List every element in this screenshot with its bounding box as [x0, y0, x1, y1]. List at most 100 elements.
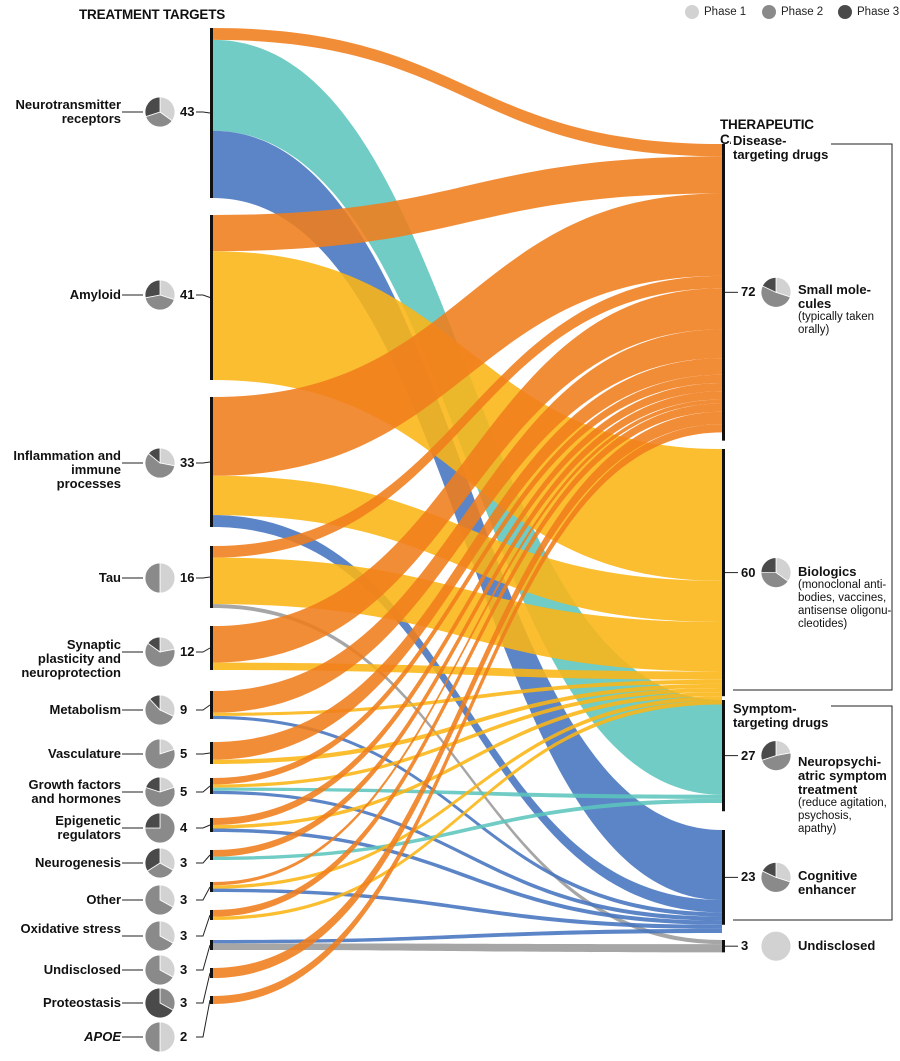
legend-item-phase-3: Phase 3 [838, 5, 899, 19]
target-count-vasculature: 5 [180, 746, 188, 761]
target-pie-inflammation-slice-3 [147, 447, 161, 464]
target-count-epigenetic: 4 [180, 820, 188, 835]
target-label-proteostasis: Proteostasis [42, 995, 121, 1010]
target-count-oxidative: 3 [180, 928, 188, 943]
target-count-amyloid: 41 [180, 287, 195, 302]
flow-vasculature-to-small [213, 358, 722, 760]
target-label-apoe: APOE [84, 1029, 121, 1044]
target-bar-amyloid [210, 215, 213, 380]
flow-neurogenesis-to-neuro [213, 798, 722, 860]
target-pie-inflammation [144, 447, 176, 479]
category-pie-small [760, 276, 792, 308]
target-bar-tau [210, 546, 213, 608]
target-pie-epigenetic-slice-2 [144, 812, 176, 844]
treatment-targets-header: TREATMENT TARGETS [79, 7, 226, 22]
flows [213, 28, 722, 1004]
target-bar-synaptic [210, 626, 213, 670]
category-bar-small [722, 144, 725, 441]
flow-amyloid-to-small [213, 156, 722, 252]
target-bar-neurotransmitter [210, 28, 213, 198]
flow-growth-to-bio [213, 687, 722, 788]
category-pie-small-slice-3 [761, 276, 777, 293]
category-label-small: Small mole-cules (typically taken orally) [798, 283, 892, 337]
category-note-bio: (monoclonal anti-bodies, vaccines, antis… [798, 579, 892, 630]
category-pie-bio-slice-2 [760, 572, 789, 588]
flow-other-to-bio [213, 696, 722, 889]
target-pie-amyloid-slice-3 [144, 279, 161, 299]
target-pie-other [144, 884, 176, 916]
category-pie-cog [760, 861, 792, 893]
target-label-neurotransmitter: Neurotransmitter receptors [15, 97, 121, 126]
target-connector-metabolism [196, 704, 211, 711]
category-count-neuro: 27 [741, 747, 756, 763]
flow-neurogenesis-to-small [213, 391, 722, 857]
flow-tau-to-small [213, 275, 722, 558]
target-pie-inflammation-slice-1 [159, 447, 176, 467]
legend-label-phase-1: Phase 1 [704, 6, 747, 18]
category-title-small: Small mole-cules [798, 282, 871, 311]
flow-epigenetic-to-bio [213, 692, 722, 829]
flow-other-to-small [213, 399, 722, 886]
category-pie-bio-slice-1 [775, 557, 792, 582]
target-count-other: 3 [180, 892, 188, 907]
target-pie-neurogenesis-slice-2 [146, 862, 174, 879]
target-connector-amyloid [196, 294, 211, 298]
target-label-growth: Growth factors and hormones [28, 777, 121, 806]
target-label-undisclosed_t: Undisclosed [43, 962, 121, 977]
target-bar-undisclosed_t [210, 940, 213, 950]
target-label-other: Other [86, 892, 121, 907]
category-pie-small-slice-2 [760, 285, 791, 308]
target-bar-proteostasis [210, 968, 213, 978]
target-bar-metabolism [210, 691, 213, 719]
category-bar-undis [722, 940, 725, 953]
category-note-small: (typically taken orally) [798, 311, 875, 336]
target-count-metabolism: 9 [180, 702, 188, 717]
target-connector-proteostasis [196, 972, 211, 1004]
target-pie-neurogenesis [144, 847, 176, 879]
category-pie-bio-slice-3 [760, 557, 777, 573]
target-pie-tau-slice-1 [159, 562, 176, 594]
target-connector-apoe [196, 999, 211, 1038]
target-pie-neurotransmitter-slice-3 [144, 96, 161, 118]
target-count-neurogenesis: 3 [180, 855, 188, 870]
target-connector-neurogenesis [196, 854, 211, 864]
target-label-inflammation: Inflammation and immune processes [13, 448, 121, 491]
target-bar-other [210, 882, 213, 892]
category-title-neuro: Neuropsychi-atric symptom treatment [798, 754, 887, 797]
legend-label-phase-2: Phase 2 [781, 6, 824, 18]
target-connector-undisclosed_t [196, 944, 211, 971]
flow-vasculature-to-bio [213, 683, 722, 764]
legend-item-phase-2: Phase 2 [762, 5, 823, 19]
category-note-neuro: (reduce agitation, psychosis, apathy) [798, 797, 887, 835]
target-bar-growth [210, 778, 213, 794]
target-bar-oxidative [210, 910, 213, 920]
target-count-apoe: 2 [180, 1029, 188, 1044]
category-label-undis: Undisclosed [798, 939, 892, 953]
flow-growth-to-cog [213, 790, 722, 921]
target-pie-proteostasis-slice-3 [144, 987, 174, 1019]
target-label-oxidative: Oxidative stress [20, 921, 121, 936]
target-pie-amyloid-slice-2 [144, 294, 175, 311]
flow-epigenetic-to-cog [213, 828, 722, 925]
target-bar-vasculature [210, 742, 213, 764]
target-connector-synaptic [196, 647, 211, 653]
category-pie-cog-slice-1 [775, 861, 792, 883]
flow-metabolism-to-small [213, 329, 722, 713]
category-count-small: 72 [741, 284, 756, 300]
flow-metabolism-to-cog [213, 715, 722, 917]
target-pie-amyloid [144, 279, 176, 311]
flow-other-to-cog [213, 888, 722, 929]
target-pie-apoe-slice-1 [159, 1021, 176, 1053]
category-label-cog: Cognitive enhancer [798, 869, 892, 897]
category-bar-neuro [722, 700, 725, 812]
flow-tau-to-bio [213, 557, 722, 672]
category-bar-cog [722, 830, 725, 925]
category-pie-neuro-slice-3 [760, 740, 777, 761]
target-bar-apoe [210, 996, 213, 1004]
target-connector-tau [196, 576, 211, 579]
flow-epigenetic-to-small [213, 382, 722, 825]
category-pie-bio [760, 557, 792, 588]
target-connector-inflammation [196, 461, 211, 464]
target-connector-neurotransmitter [196, 111, 211, 114]
target-count-inflammation: 33 [180, 455, 195, 470]
